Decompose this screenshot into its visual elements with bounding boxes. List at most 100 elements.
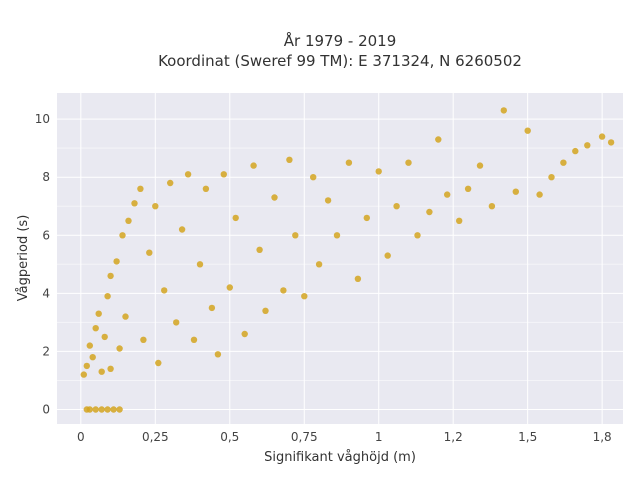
data-point xyxy=(271,194,278,201)
data-point xyxy=(89,354,96,361)
data-point xyxy=(92,325,99,332)
y-tick-label: 2 xyxy=(42,344,50,358)
data-point xyxy=(548,174,555,181)
data-point xyxy=(113,258,120,265)
data-point xyxy=(220,171,227,178)
x-tick-label: 0,75 xyxy=(291,430,318,444)
x-tick-label: 1 xyxy=(375,430,383,444)
data-point xyxy=(286,156,293,163)
x-tick-label: 0 xyxy=(77,430,85,444)
data-point xyxy=(184,171,192,178)
data-point xyxy=(140,336,147,343)
data-point xyxy=(301,293,308,300)
data-point xyxy=(500,107,507,114)
data-point xyxy=(152,203,159,210)
data-point xyxy=(208,304,216,312)
x-tick-label: 1,2 xyxy=(444,430,463,444)
data-point xyxy=(110,406,117,413)
data-point xyxy=(256,246,263,253)
data-point xyxy=(524,127,531,134)
data-point xyxy=(310,174,317,181)
data-point xyxy=(92,406,99,413)
data-point xyxy=(107,272,114,280)
data-point xyxy=(444,191,451,198)
data-point xyxy=(250,162,257,169)
data-point xyxy=(98,406,105,413)
plot-area xyxy=(57,93,623,424)
y-tick-labels: 0 2 4 6 8 10 xyxy=(35,112,50,416)
data-point xyxy=(116,406,123,413)
data-point xyxy=(80,371,88,378)
data-point xyxy=(122,313,129,320)
data-point xyxy=(86,342,94,349)
data-points xyxy=(80,107,615,413)
x-tick-labels: 0 0,25 0,5 0,75 1 1,2 1,5 1,8 xyxy=(77,430,612,444)
data-point xyxy=(598,133,606,140)
data-point xyxy=(95,310,102,317)
y-tick-label: 6 xyxy=(42,228,50,242)
data-point xyxy=(101,333,108,341)
data-point xyxy=(104,293,111,300)
x-gridlines xyxy=(80,93,603,424)
data-point xyxy=(476,162,484,169)
y-tick-label: 0 xyxy=(42,402,50,416)
data-point xyxy=(607,139,615,146)
y-tick-label: 8 xyxy=(42,170,50,184)
chart-title-line2: Koordinat (Sweref 99 TM): E 371324, N 62… xyxy=(158,52,522,70)
y-gridlines xyxy=(57,118,623,410)
data-point xyxy=(104,406,111,413)
data-point xyxy=(196,261,204,268)
y-tick-label: 4 xyxy=(42,286,50,300)
data-point xyxy=(125,217,132,224)
data-point xyxy=(584,142,591,149)
data-point xyxy=(116,345,123,352)
data-point xyxy=(190,336,198,343)
data-point xyxy=(375,168,382,175)
data-point xyxy=(119,232,126,239)
chart-title-line1: År 1979 - 2019 xyxy=(284,31,397,50)
data-point xyxy=(405,159,412,166)
data-point xyxy=(146,249,153,256)
data-point xyxy=(333,232,341,239)
x-axis-label: Signifikant våghöjd (m) xyxy=(264,450,416,465)
data-point xyxy=(315,261,323,268)
data-point xyxy=(131,200,138,207)
data-point xyxy=(393,203,400,210)
data-point xyxy=(292,232,299,239)
x-tick-label: 0,25 xyxy=(142,430,169,444)
data-point xyxy=(202,185,210,192)
data-point xyxy=(488,203,496,210)
data-point xyxy=(512,188,519,195)
data-point xyxy=(107,365,114,372)
data-point xyxy=(456,217,463,224)
data-point xyxy=(226,284,233,291)
data-point xyxy=(178,226,186,233)
data-point xyxy=(98,368,105,375)
data-point xyxy=(155,359,162,367)
data-point xyxy=(86,406,94,413)
data-point xyxy=(262,307,269,314)
data-point xyxy=(280,287,287,294)
data-point xyxy=(173,319,180,326)
data-point xyxy=(167,179,174,187)
data-point xyxy=(464,185,472,192)
x-tick-label: 1,5 xyxy=(518,430,537,444)
data-point xyxy=(354,275,362,282)
data-point xyxy=(232,214,239,222)
y-axis-label: Vågperiod (s) xyxy=(16,215,31,302)
data-point xyxy=(345,159,353,166)
data-point xyxy=(572,147,579,155)
data-point xyxy=(560,159,567,166)
data-point xyxy=(384,252,391,259)
data-point xyxy=(83,362,91,370)
data-point xyxy=(214,351,222,358)
data-point xyxy=(536,191,543,198)
data-point xyxy=(414,232,421,239)
data-point xyxy=(363,214,370,222)
x-tick-label: 0,5 xyxy=(220,430,239,444)
data-point xyxy=(435,136,442,143)
data-point xyxy=(241,330,248,338)
data-point xyxy=(426,208,433,216)
data-point xyxy=(324,197,332,204)
